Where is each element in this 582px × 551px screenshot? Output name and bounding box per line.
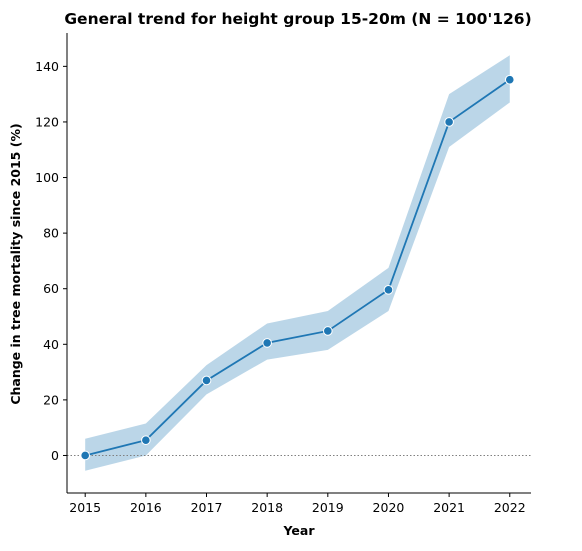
x-tick-label: 2022 (494, 500, 526, 515)
x-tick-label: 2015 (69, 500, 101, 515)
data-point (383, 285, 394, 295)
x-tick-label: 2016 (130, 500, 162, 515)
y-axis-label: Change in tree mortality since 2015 (%) (8, 123, 23, 404)
data-point (141, 435, 151, 445)
y-tick-label: 20 (43, 392, 59, 407)
y-tick-label: 0 (51, 448, 59, 463)
data-point (80, 450, 90, 461)
x-tick-label: 2021 (433, 500, 465, 515)
series-line (84, 78, 511, 457)
x-tick-label: 2020 (373, 500, 405, 515)
chart-title: General trend for height group 15-20m (N… (64, 10, 531, 28)
plot-area: 0 20 40 60 80 100 120 140 2015 2016 2017 2018 2019 20… (35, 33, 531, 515)
data-point (444, 117, 454, 127)
data-point (323, 326, 333, 336)
x-tick-label: 2017 (191, 500, 223, 515)
y-tick-label: 140 (35, 59, 59, 74)
y-tick-label: 40 (43, 337, 59, 352)
x-tick-label: 2018 (251, 500, 283, 515)
y-tick-label: 100 (35, 170, 59, 185)
y-tick-label: 120 (35, 114, 59, 129)
y-tick-label: 60 (43, 281, 59, 296)
data-point (262, 338, 272, 348)
data-point (201, 375, 212, 386)
y-tick-label: 80 (43, 226, 59, 241)
data-point (504, 74, 515, 85)
confidence-band (85, 55, 510, 471)
x-axis-label: Year (283, 523, 316, 538)
x-tick-label: 2019 (312, 500, 344, 515)
